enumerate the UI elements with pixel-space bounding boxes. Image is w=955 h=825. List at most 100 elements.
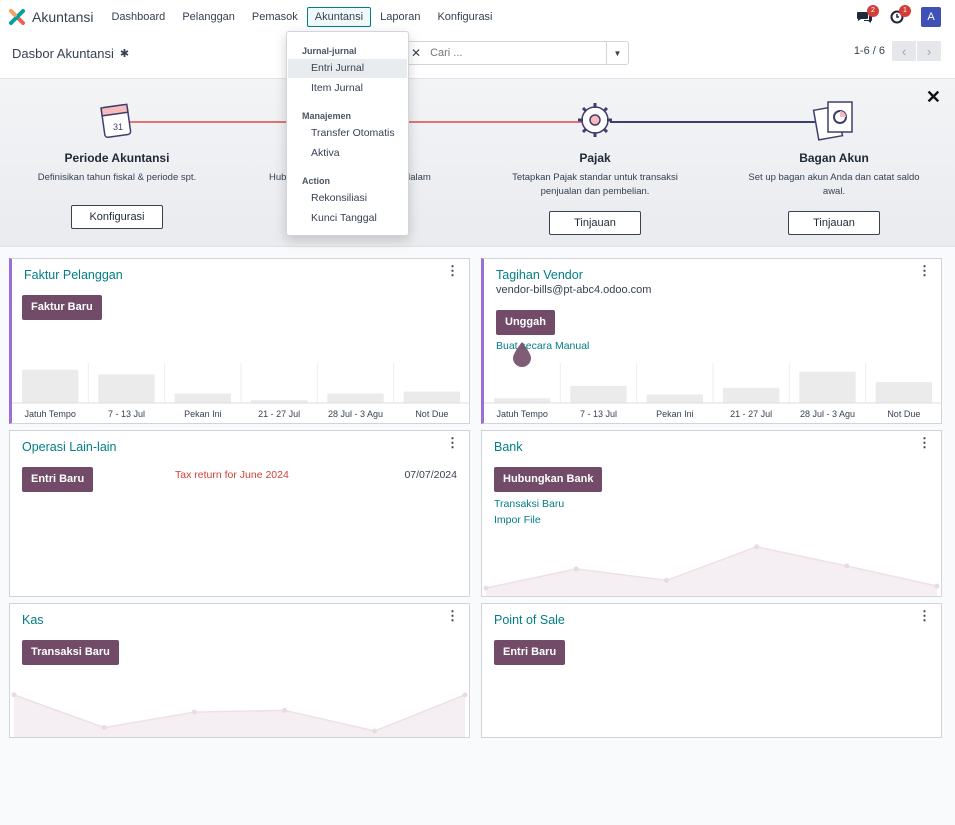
tinjauan-bagan-button[interactable]: Tinjauan	[788, 211, 880, 235]
step-description-left: Hub	[269, 172, 287, 183]
create-manual-link[interactable]: Buat secara Manual	[496, 340, 590, 352]
menu-dashboard[interactable]: Dashboard	[111, 11, 166, 23]
chart-point[interactable]	[483, 585, 489, 591]
menu-item-aktiva[interactable]: Aktiva	[311, 147, 340, 159]
kebab-menu-icon[interactable]: ⋮	[446, 608, 459, 623]
kebab-menu-icon[interactable]: ⋮	[918, 263, 931, 278]
chart-point[interactable]	[754, 544, 760, 550]
pager-value[interactable]: 1-6 / 6	[853, 45, 885, 57]
chart-tick-label: 21 - 27 Jul	[730, 409, 772, 419]
menu-laporan[interactable]: Laporan	[380, 11, 421, 23]
chart-bar[interactable]	[251, 400, 308, 403]
unggah-button[interactable]: Unggah	[496, 310, 555, 335]
close-icon[interactable]: ✕	[925, 87, 941, 107]
pager-next-button[interactable]: ›	[917, 41, 941, 61]
kebab-menu-icon[interactable]: ⋮	[918, 608, 931, 623]
app-name: Akuntansi	[32, 9, 94, 25]
menu-item-rekonsiliasi[interactable]: Rekonsiliasi	[311, 192, 368, 204]
chart-bar[interactable]	[98, 374, 155, 404]
step-title: Bagan Akun	[799, 151, 869, 165]
kebab-menu-icon[interactable]: ⋮	[446, 435, 459, 450]
chart-bar[interactable]	[327, 393, 384, 404]
menu-akuntansi[interactable]: Akuntansi	[306, 7, 372, 27]
tinjauan-pajak-button[interactable]: Tinjauan	[549, 211, 641, 235]
step-description: Definisikan tahun fiskal & periode spt.	[37, 172, 197, 183]
chart-area	[14, 694, 465, 737]
kebab-menu-icon[interactable]: ⋮	[446, 263, 459, 278]
hubungkan-bank-button[interactable]: Hubungkan Bank	[494, 467, 603, 492]
chart-point[interactable]	[663, 577, 669, 583]
brand[interactable]: Akuntansi	[9, 9, 93, 25]
card-title[interactable]: Faktur Pelanggan	[24, 268, 123, 282]
chart-bar[interactable]	[646, 394, 703, 403]
chart-bar[interactable]	[22, 369, 79, 403]
pager-previous-button[interactable]: ‹	[892, 41, 916, 61]
menu-item-kunci-tanggal[interactable]: Kunci Tanggal	[311, 212, 377, 224]
chart-bar[interactable]	[494, 398, 551, 403]
mouse-cursor-icon	[513, 342, 531, 367]
faktur-baru-button[interactable]: Faktur Baru	[22, 295, 102, 320]
tax-gear-icon	[572, 97, 618, 143]
onboarding-step-pajak: Pajak Tetapkan Pajak standar untuk trans…	[485, 97, 705, 235]
pager: 1-6 / 6 ‹ ›	[854, 41, 941, 61]
page-title-text: Dasbor Akuntansi	[12, 46, 114, 61]
chart-point[interactable]	[844, 563, 850, 569]
progress-line	[610, 121, 815, 123]
menu-pelanggan[interactable]: Pelanggan	[182, 11, 235, 23]
top-navbar: Akuntansi Dashboard Pelanggan Pemasok Ak…	[0, 0, 955, 34]
entri-baru-pos-button[interactable]: Entri Baru	[494, 640, 566, 665]
chart-bar[interactable]	[570, 385, 627, 403]
search-options-toggle[interactable]: ▼	[606, 42, 628, 64]
chat-icon	[857, 12, 872, 23]
kebab-menu-icon[interactable]: ⋮	[918, 435, 931, 450]
transaksi-baru-link[interactable]: Transaksi Baru	[494, 498, 565, 510]
card-title[interactable]: Kas	[22, 613, 44, 627]
chart-point[interactable]	[372, 728, 378, 734]
menu-pemasok[interactable]: Pemasok	[251, 11, 298, 23]
progress-line	[130, 121, 290, 123]
journal-card-bank: Bank ⋮ Hubungkan Bank Transaksi Baru Imp…	[481, 430, 942, 597]
card-title[interactable]: Bank	[494, 440, 523, 454]
chart-point[interactable]	[573, 566, 579, 572]
menu-item-entri-jurnal[interactable]: Entri Jurnal	[288, 59, 407, 78]
chart-line	[485, 546, 938, 589]
messages-badge: 2	[867, 5, 879, 17]
chart-point[interactable]	[191, 709, 197, 715]
chart-tick-label: 21 - 27 Jul	[258, 409, 300, 419]
dropdown-section-header: Manajemen	[302, 111, 352, 121]
chart-tick-label: 28 Jul - 3 Agu	[800, 409, 855, 419]
chart-point[interactable]	[11, 692, 17, 698]
chart-bar[interactable]	[799, 371, 856, 403]
entri-baru-button[interactable]: Entri Baru	[22, 467, 94, 492]
chart-tick-label: 7 - 13 Jul	[580, 409, 617, 419]
card-title[interactable]: Operasi Lain-lain	[22, 440, 117, 454]
menu-item-item-jurnal[interactable]: Item Jurnal	[311, 82, 363, 94]
transaksi-baru-button[interactable]: Transaksi Baru	[22, 640, 119, 665]
close-icon[interactable]: ✕	[411, 46, 422, 60]
chart-bar[interactable]	[723, 387, 780, 403]
chart-point[interactable]	[282, 707, 288, 713]
chart-point[interactable]	[934, 583, 940, 589]
messages-button[interactable]: 2	[855, 5, 879, 27]
area-chart	[11, 692, 468, 737]
card-title[interactable]: Tagihan Vendor	[496, 268, 583, 282]
chart-bar[interactable]	[403, 391, 460, 403]
onboarding-panel: ✕ 31 Periode Akuntansi Definisikan tahun…	[0, 79, 955, 247]
konfigurasi-button[interactable]: Konfigurasi	[71, 205, 163, 229]
systray: 2 1 A	[843, 5, 941, 27]
chart-bar[interactable]	[174, 393, 231, 404]
onboarding-step-bagan-akun: Bagan Akun Set up bagan akun Anda dan ca…	[724, 97, 944, 235]
activities-button[interactable]: 1	[887, 5, 911, 27]
search-input[interactable]	[430, 47, 601, 59]
activity-label[interactable]: Tax return for June 2024	[175, 469, 289, 481]
chart-bar[interactable]	[875, 382, 932, 403]
gear-icon[interactable]: ✱	[119, 48, 130, 60]
menu-konfigurasi[interactable]: Konfigurasi	[437, 11, 493, 23]
menu-item-transfer-otomatis[interactable]: Transfer Otomatis	[311, 127, 395, 139]
bar-chart: Jatuh Tempo 7 - 13 Jul Pekan Ini 21 - 27 Ju…	[484, 363, 942, 419]
card-title[interactable]: Point of Sale	[494, 613, 565, 627]
chart-point[interactable]	[462, 692, 468, 698]
chart-point[interactable]	[101, 725, 107, 731]
impor-file-link[interactable]: Impor File	[494, 514, 541, 526]
user-avatar[interactable]: A	[921, 7, 941, 27]
